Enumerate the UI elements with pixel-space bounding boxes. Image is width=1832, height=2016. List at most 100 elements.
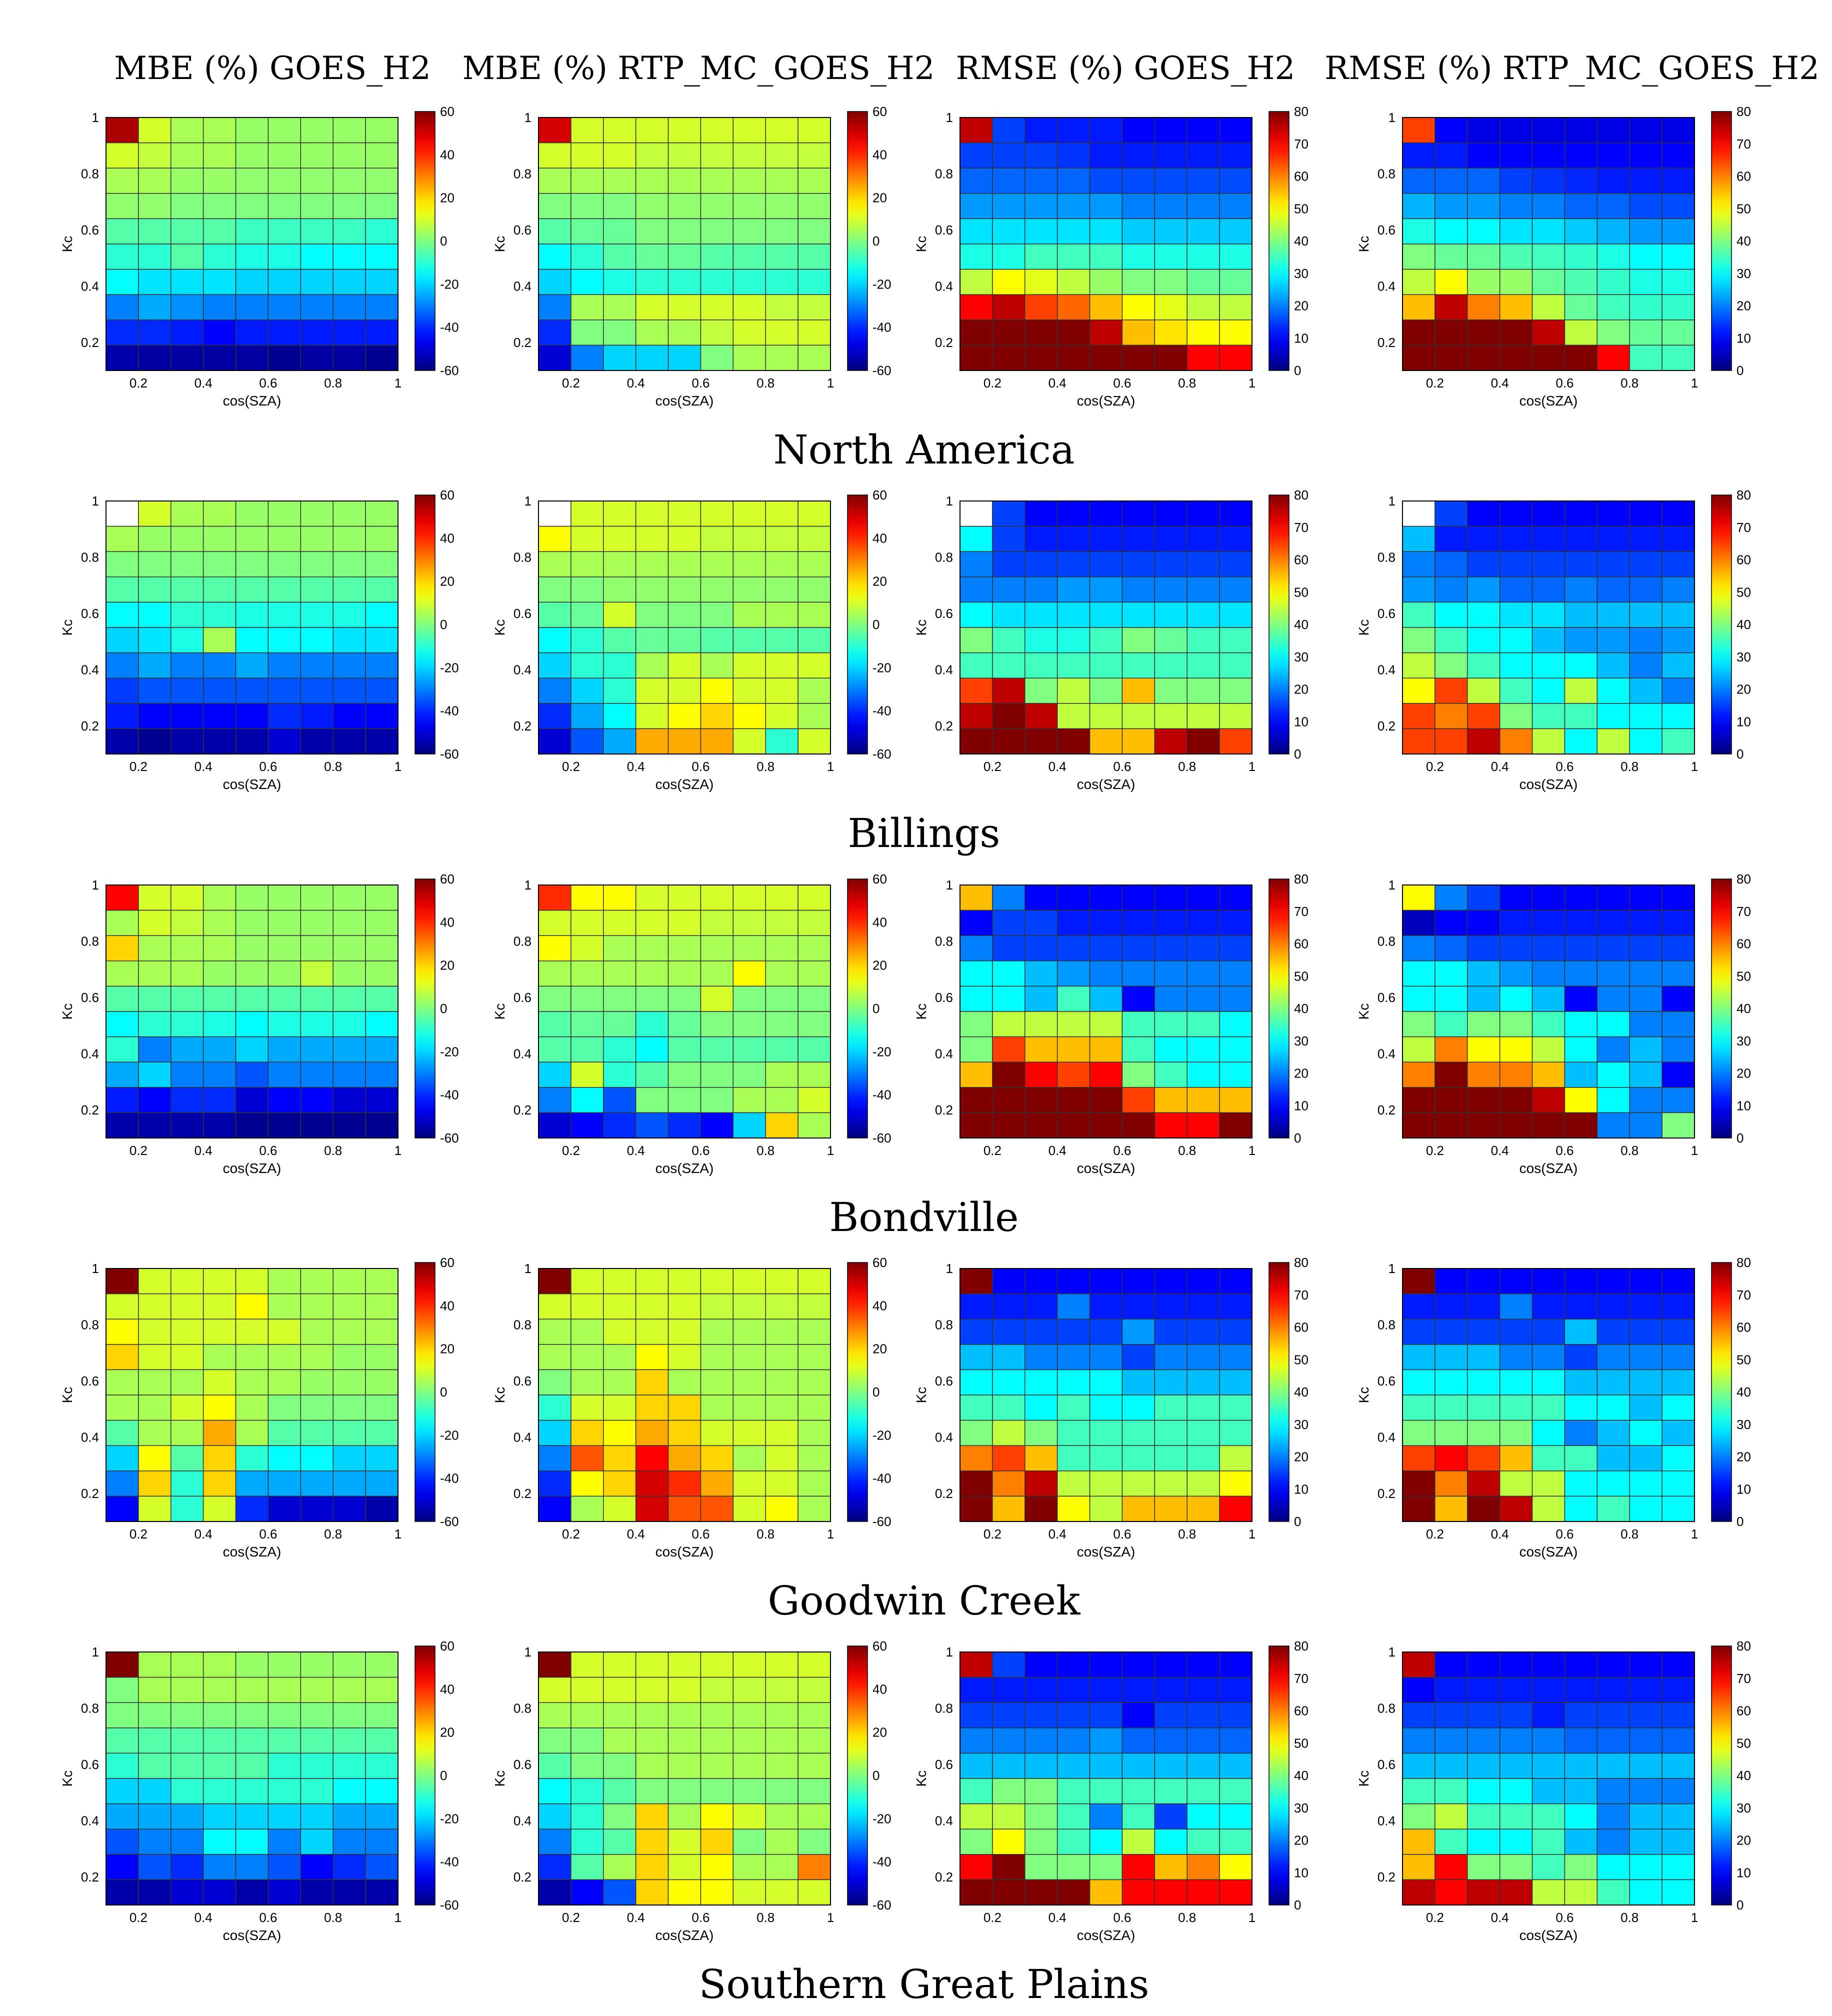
heatmap-cell [1056,602,1090,628]
heatmap-cell [202,1676,236,1703]
heatmap-cell [1089,1036,1123,1062]
heatmap-cell [798,652,831,678]
heatmap-cell [1402,1293,1436,1320]
heatmap-cell [1089,1752,1123,1779]
heatmap-cell [732,1496,766,1522]
heatmap-cell [732,1293,766,1320]
heatmap-cell [765,218,798,244]
heatmap-cell [1186,168,1220,194]
heatmap-cell [732,1445,766,1472]
y-tick-label: 0.2 [81,1102,99,1118]
heatmap-cell [538,1728,572,1754]
x-tick-label: 0.6 [1113,759,1131,774]
heatmap-cell [1154,168,1188,194]
heatmap-cell [332,1702,366,1728]
heatmap-cell [1056,1394,1090,1421]
heatmap-cell [1499,500,1533,527]
heatmap-cell [765,1112,798,1138]
x-axis-label: cos(SZA) [223,1160,282,1176]
heatmap-cell [1024,1036,1058,1062]
x-tick-label: 0.2 [130,1143,148,1158]
heatmap-cell [1186,986,1220,1012]
heatmap-cell [1186,678,1220,704]
heatmap-cell [1532,1420,1566,1446]
heatmap-cell [603,986,636,1012]
x-tick-label: 0.2 [562,1526,580,1542]
heatmap-cell [170,1702,204,1728]
heatmap-cell [1629,1445,1662,1472]
heatmap-cell [765,344,798,371]
heatmap-cell [765,1369,798,1396]
heatmap-cell [603,884,636,911]
heatmap-cell [765,294,798,320]
heatmap-cell [106,1268,139,1294]
heatmap-cell [603,551,636,578]
heatmap-cell [1532,142,1566,168]
heatmap-cell [1467,1062,1500,1088]
heatmap-cell [1154,1676,1188,1703]
heatmap-cell [992,1344,1026,1370]
heatmap-cell [798,678,831,704]
heatmap-cell [668,142,702,168]
heatmap-cell [235,320,269,346]
y-tick-label: 0.6 [935,1757,953,1772]
heatmap-cell [960,602,993,628]
heatmap-cell [1434,602,1468,628]
heatmap-cell [1219,1344,1252,1370]
heatmap-cell [538,1470,572,1497]
colorbar-tick-label: 0 [1736,1514,1744,1529]
heatmap-cell [1122,960,1156,987]
colorbar-tick-label: 30 [1736,1417,1751,1432]
heatmap-cell [635,602,669,628]
heatmap-cell [1154,1728,1188,1754]
x-tick-label: 1 [394,1526,402,1542]
heatmap-cell [1089,1394,1123,1421]
heatmap-cell [332,576,366,603]
heatmap-cell [635,1112,669,1138]
colorbar-tick-label: 60 [1294,936,1308,952]
heatmap-cell [1564,1394,1598,1421]
heatmap-cell [668,1470,702,1497]
heatmap-cell [1186,294,1220,320]
x-tick-label: 0.2 [1426,1526,1444,1542]
heatmap-cell [106,935,139,962]
heatmap-cell [635,576,669,603]
heatmap-cell [170,117,204,144]
region-title-goodwin-creek: Goodwin Creek [768,1578,1081,1624]
heatmap-cell [668,1702,702,1728]
heatmap-cell [732,986,766,1012]
colorbar [847,111,868,371]
heatmap-cell [1056,1268,1090,1294]
heatmap-cell [1402,1470,1436,1497]
plot-frame [106,117,398,371]
heatmap-cell [1532,1879,1566,1906]
y-tick-label: 1 [524,494,532,508]
colorbar-tick-label: 80 [1294,1255,1308,1270]
heatmap-cell [1089,320,1123,346]
heatmap-cell [332,294,366,320]
heatmap-cell [1662,268,1695,295]
heatmap-cell [1219,1728,1252,1754]
heatmap-cell [538,652,572,678]
heatmap-cell [1629,1752,1662,1779]
heatmap-cell [570,1445,604,1472]
heatmap-cell [1056,1854,1090,1880]
heatmap-cell [765,1702,798,1728]
heatmap-cell [1402,551,1436,578]
heatmap-cell [365,1036,398,1062]
heatmap-cell [138,320,172,346]
heatmap-cell [202,1702,236,1728]
heatmap-cell [732,1676,766,1703]
heatmap-cell [202,1496,236,1522]
heatmap-cell [635,1728,669,1754]
heatmap-cell [798,1369,831,1396]
heatmap-cell [365,1879,398,1906]
colorbar-tick-label: 60 [1294,1320,1308,1335]
heatmap-cell [960,935,993,962]
y-tick-label: 0.2 [935,1486,953,1501]
heatmap-cell [1596,602,1630,628]
heatmap-cell [1499,344,1533,371]
heatmap-cell [1122,526,1156,552]
heatmap-cell [960,1062,993,1088]
heatmap-cell [732,1011,766,1038]
